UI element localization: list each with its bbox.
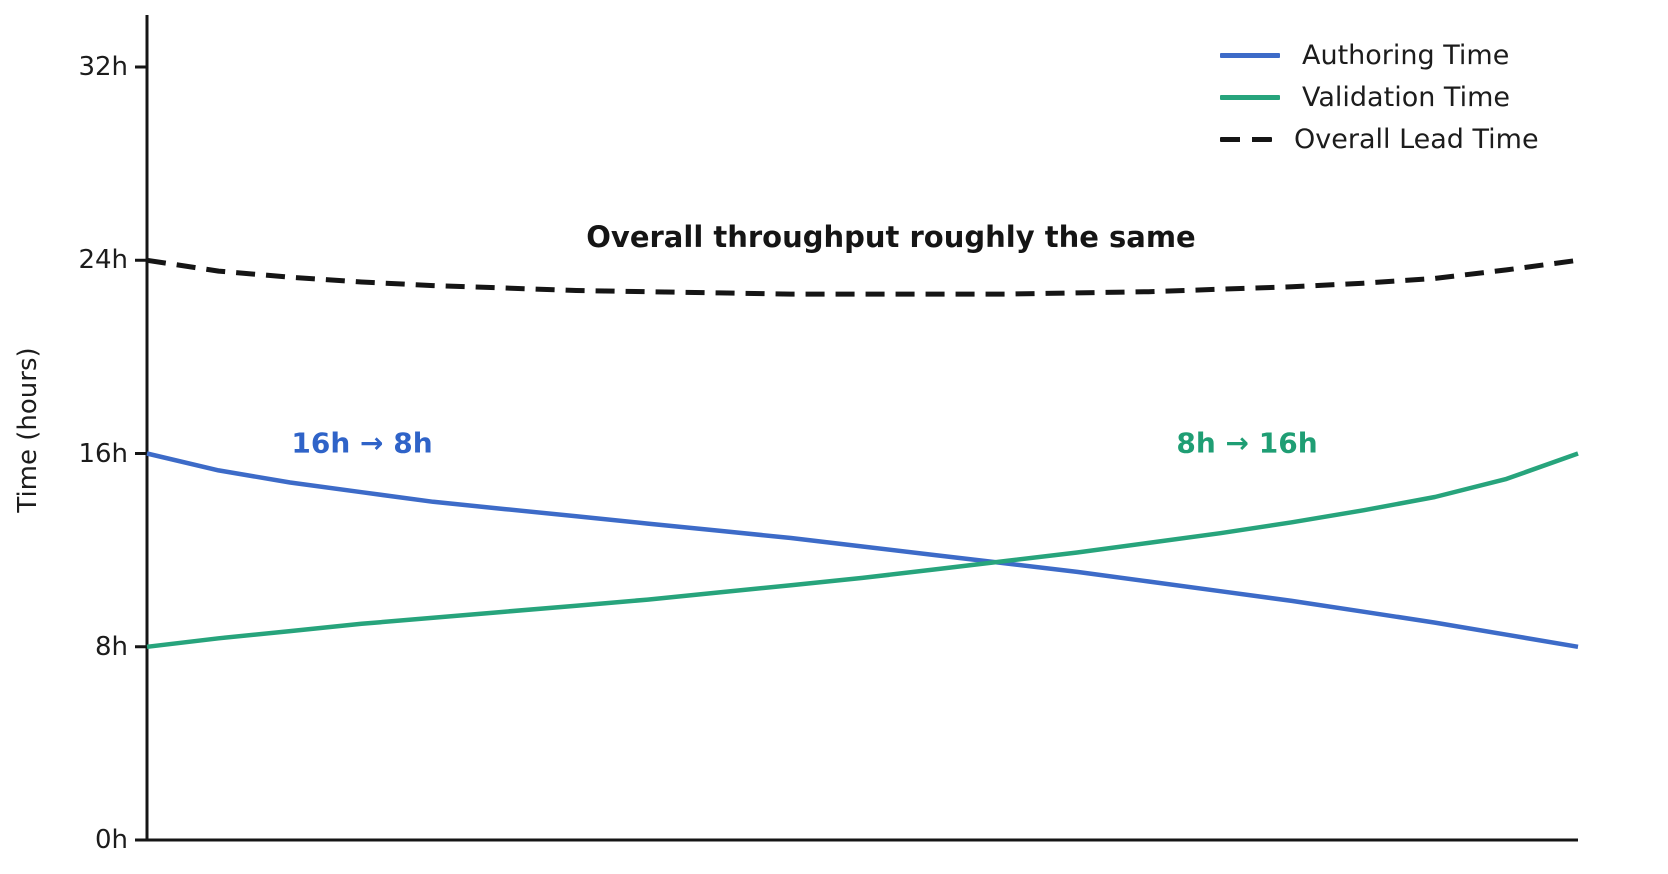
legend-label: Validation Time [1302,81,1510,113]
y-tick-label-16h: 16h [78,438,128,469]
chart-title-annotation: Overall throughput roughly the same [586,220,1196,254]
y-tick-label-32h: 32h [78,52,128,82]
dashed-line-swatch-icon [1220,136,1272,142]
validation-line-swatch-icon [1220,94,1280,100]
legend: Authoring Time Validation Time Overall L… [1220,34,1539,160]
validation-change-annotation: 8h → 16h [1176,426,1318,460]
y-axis-label: Time (hours) [13,347,43,513]
authoring-line-swatch-icon [1220,52,1280,58]
y-tick-label-0h: 0h [94,825,128,855]
y-tick-label-8h: 8h [94,631,128,662]
authoring-change-annotation: 16h → 8h [291,426,433,460]
legend-label: Authoring Time [1302,39,1510,71]
y-tick-label-24h: 24h [78,245,128,276]
legend-item-overall-lead-time: Overall Lead Time [1220,118,1539,160]
legend-item-authoring-time: Authoring Time [1220,34,1539,76]
legend-item-validation-time: Validation Time [1220,76,1539,118]
legend-label: Overall Lead Time [1294,123,1539,155]
